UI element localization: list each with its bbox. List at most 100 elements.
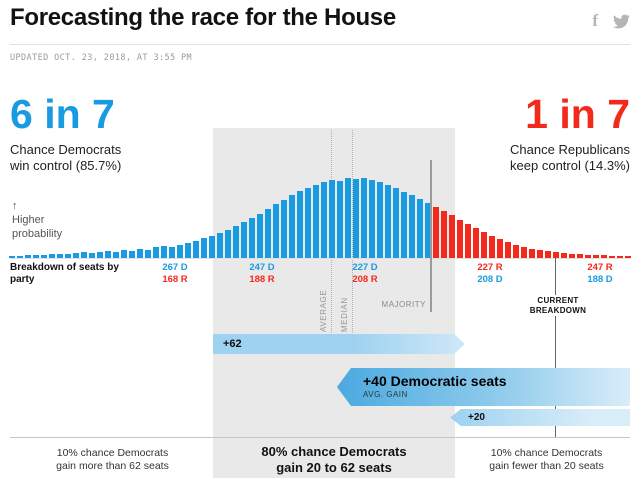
histogram-bar [313, 185, 319, 258]
tick-rep-value: 247 R [587, 262, 613, 273]
histogram-bar [489, 236, 495, 258]
histogram-bar [497, 239, 503, 258]
higher-label-line2: probability [12, 228, 63, 240]
histogram-bar [129, 251, 135, 258]
histogram-bar [161, 246, 167, 258]
gain-62-arrow: +62 [213, 334, 465, 354]
avg-gain-arrow: +40 Democratic seats AVG. GAIN [337, 368, 630, 406]
footnote-left-line2: gain more than 62 seats [56, 460, 169, 472]
histogram-bar [585, 255, 591, 258]
share-icons: f [592, 12, 630, 30]
histogram-bar [97, 252, 103, 258]
tick-rep-value: 188 R [249, 274, 275, 285]
histogram-bar [305, 188, 311, 258]
histogram-bar [33, 255, 39, 258]
histogram-bar [113, 252, 119, 258]
histogram-bar [9, 256, 15, 258]
histogram-bar [433, 207, 439, 258]
x-tick-227r: 227 R 208 D [463, 262, 517, 286]
histogram-bar [145, 250, 151, 258]
gain-20-arrow: +20 [450, 409, 630, 426]
histogram-bar [521, 247, 527, 258]
histogram-bar [625, 256, 631, 258]
footnote-middle: 80% chance Democrats gain 20 to 62 seats [224, 444, 444, 476]
up-arrow-icon: ↑ [12, 200, 18, 212]
histogram-bar [169, 247, 175, 258]
x-axis-baseline [10, 258, 630, 259]
histogram-bar [249, 218, 255, 258]
facebook-share-icon[interactable]: f [592, 11, 598, 30]
average-guide-label: AVERAGE [319, 289, 328, 332]
histogram-bar [57, 254, 63, 258]
histogram-bar [369, 180, 375, 258]
histogram-bar [441, 211, 447, 258]
current-label-line1: CURRENT [537, 296, 579, 305]
histogram-bar [201, 238, 207, 258]
histogram-bar [329, 180, 335, 258]
histogram-bar [385, 185, 391, 258]
dem-caption-line1: Chance Democrats [10, 142, 122, 157]
tick-rep-value: 168 R [162, 274, 188, 285]
footnote-left: 10% chance Democrats gain more than 62 s… [20, 447, 205, 473]
axis-title-line2: party [10, 274, 35, 285]
histogram-bar [513, 245, 519, 258]
histogram-bar [265, 209, 271, 258]
histogram-bar [529, 249, 535, 258]
histogram-bar [25, 255, 31, 258]
histogram-bar [257, 214, 263, 258]
histogram-bar [337, 181, 343, 258]
majority-line [430, 160, 432, 312]
rep-caption-line1: Chance Republicans [510, 142, 630, 157]
histogram-bar [137, 249, 143, 258]
histogram-bar [425, 203, 431, 258]
tick-dem-value: 267 D [162, 262, 188, 273]
current-breakdown-label: CURRENT BREAKDOWN [524, 295, 592, 316]
axis-title: Breakdown of seats by party [10, 262, 119, 286]
histogram-bar [177, 245, 183, 258]
higher-label-line1: Higher [12, 214, 45, 226]
footnote-left-line1: 10% chance Democrats [56, 447, 169, 459]
histogram-bar [593, 255, 599, 258]
header-divider [10, 44, 630, 45]
histogram-bar [65, 254, 71, 258]
histogram-bar [401, 192, 407, 258]
rep-odds-caption: Chance Republicans keep control (14.3%) [510, 142, 630, 174]
histogram-bar [537, 250, 543, 258]
gain-20-label: +20 [468, 412, 485, 423]
rep-odds: 1 in 7 [525, 91, 630, 137]
tick-dem-value: 247 D [249, 262, 275, 273]
histogram-bar [153, 247, 159, 258]
histogram-bar [121, 250, 127, 258]
histogram-bar [225, 230, 231, 258]
histogram-bar [193, 241, 199, 258]
avg-gain-subtitle: AVG. GAIN [363, 390, 408, 399]
histogram-bar [233, 226, 239, 258]
avg-gain-title: +40 Democratic seats [363, 373, 507, 389]
gain-62-label: +62 [223, 338, 242, 350]
rep-caption-line2: keep control (14.3%) [510, 158, 630, 173]
histogram-bar [561, 253, 567, 258]
histogram-bar [281, 200, 287, 258]
footnote-mid-line2: gain 20 to 62 seats [276, 460, 392, 475]
median-guide-label: MEDIAN [340, 297, 349, 332]
dem-odds: 6 in 7 [10, 91, 115, 137]
histogram-bar [353, 179, 359, 258]
footnote-right-line2: gain fewer than 20 seats [489, 460, 604, 472]
tick-dem-value: 227 D [352, 262, 378, 273]
histogram-bar [73, 253, 79, 258]
histogram-bar [321, 182, 327, 258]
histogram-bar [465, 224, 471, 258]
histogram-bar [89, 253, 95, 258]
footnote-right-line1: 10% chance Democrats [490, 447, 603, 459]
twitter-share-icon[interactable] [613, 13, 630, 30]
updated-timestamp: Updated Oct. 23, 2018, at 3:55 PM [10, 53, 193, 63]
page-title: Forecasting the race for the House [10, 4, 396, 31]
current-breakdown-line [555, 258, 556, 437]
histogram-bar [601, 255, 607, 258]
x-tick-247d: 247 D 188 R [235, 262, 289, 286]
histogram-bar [481, 232, 487, 258]
histogram-bar [449, 215, 455, 258]
histogram-bar [617, 256, 623, 258]
histogram [9, 168, 631, 258]
